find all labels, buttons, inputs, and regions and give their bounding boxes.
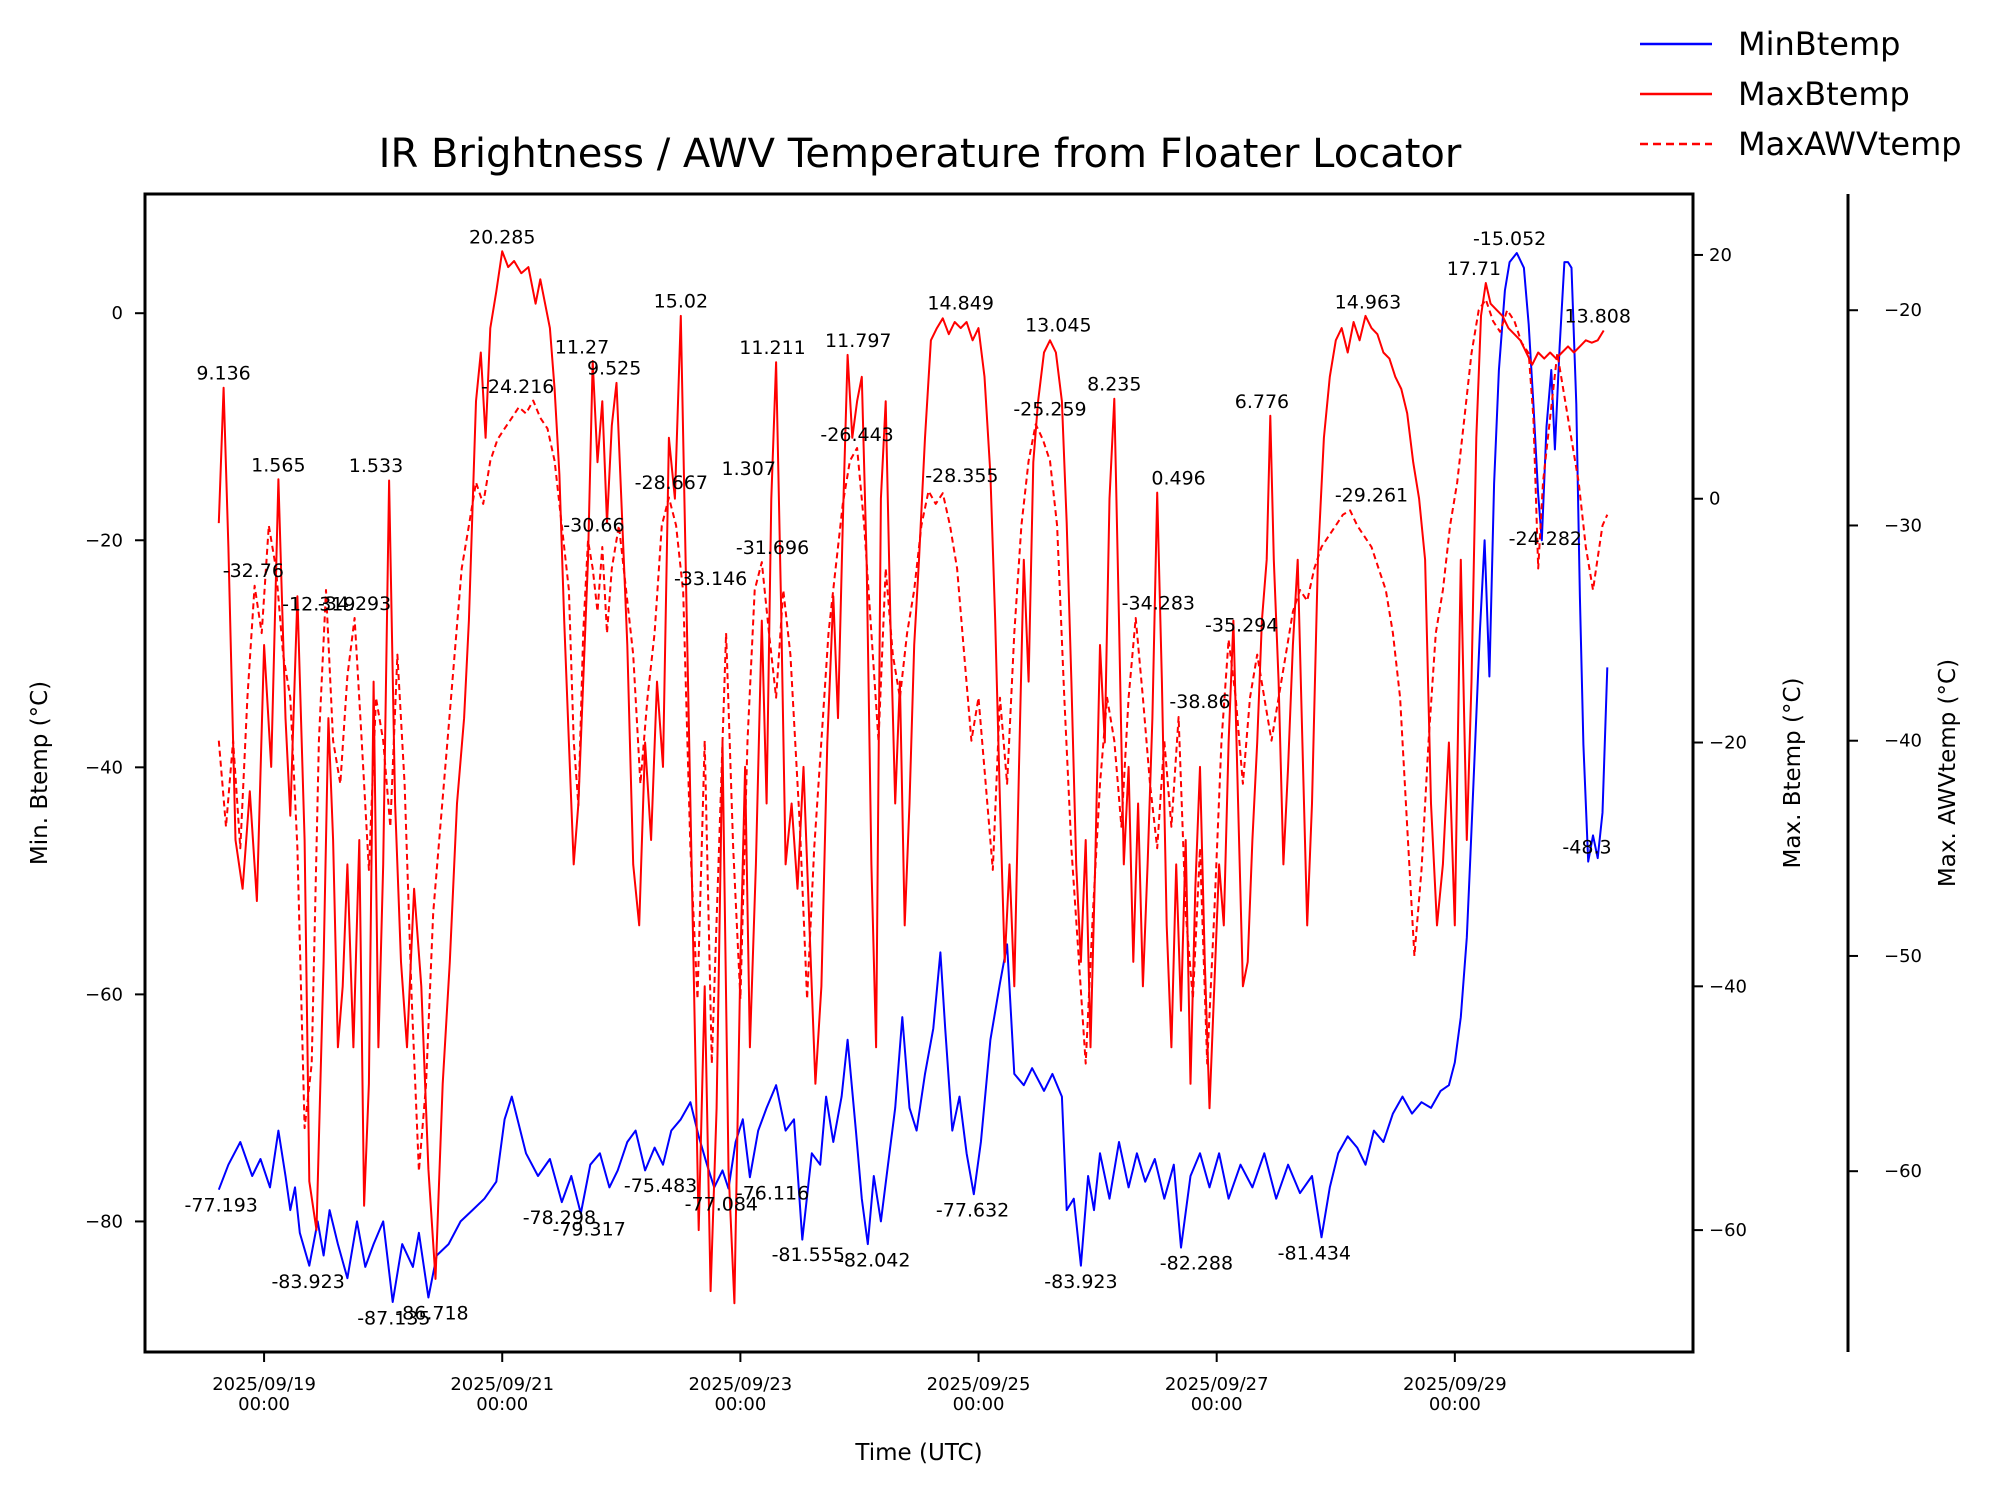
x-tick-label: 2025/09/19	[212, 1374, 316, 1395]
series-layer	[217, 250, 1609, 1305]
legend-label-maxbtemp: MaxBtemp	[1738, 75, 1910, 113]
data-label: -48.3	[1562, 837, 1611, 859]
legend-label-maxawvtemp: MaxAWVtemp	[1738, 125, 1962, 163]
data-label: 0.496	[1151, 468, 1205, 490]
data-label: -81.555	[772, 1244, 845, 1266]
data-label: -29.261	[1335, 485, 1408, 507]
legend-label-minbtemp: MinBtemp	[1738, 25, 1900, 63]
x-tick-label: 2025/09/25	[927, 1374, 1031, 1395]
x-tick-label-time: 00:00	[1191, 1394, 1243, 1415]
y-tick-label-right-maxbtemp: 0	[1709, 489, 1720, 510]
data-label: -34.283	[1122, 593, 1195, 615]
x-tick-label: 2025/09/29	[1403, 1374, 1507, 1395]
data-label: 13.808	[1564, 305, 1630, 327]
data-label: 11.27	[555, 336, 609, 358]
data-label: -83.923	[271, 1271, 344, 1293]
series-line-maxawvtemp	[217, 298, 1609, 1173]
data-label: -82.288	[1160, 1252, 1233, 1274]
x-tick-label: 2025/09/21	[450, 1374, 554, 1395]
data-label: -77.193	[185, 1195, 258, 1217]
data-label: 13.045	[1025, 315, 1091, 337]
data-label: -12.319	[282, 593, 355, 615]
data-label: -75.483	[624, 1175, 697, 1197]
y-tick-label-right-maxawvtemp: −50	[1884, 946, 1922, 967]
x-axis-label: Time (UTC)	[854, 1440, 982, 1466]
data-label: -78.298	[523, 1207, 596, 1229]
data-label: 9.136	[196, 362, 250, 384]
x-tick-label-time: 00:00	[714, 1394, 766, 1415]
x-tick-label: 2025/09/27	[1165, 1374, 1269, 1395]
data-label: -79.317	[552, 1219, 625, 1241]
y-tick-label-right-maxawvtemp: −30	[1884, 515, 1922, 536]
data-label: 15.02	[654, 291, 708, 313]
data-label: 8.235	[1087, 373, 1141, 395]
data-label: -77.632	[936, 1200, 1009, 1222]
y-tick-label-left: −80	[85, 1211, 123, 1232]
data-label: -28.667	[635, 472, 708, 494]
y-tick-label-right-maxbtemp: −60	[1709, 1220, 1747, 1241]
data-label: -31.696	[736, 537, 809, 559]
y-axis-label-right-maxawvtemp: Max. AWVtemp (°C)	[1935, 659, 1961, 887]
data-label: 6.776	[1235, 391, 1289, 413]
data-label: -24.216	[481, 376, 554, 398]
data-label: -24.282	[1509, 528, 1582, 550]
y-tick-label-right-maxawvtemp: −60	[1884, 1161, 1922, 1182]
y-axis-label-left: Min. Btemp (°C)	[27, 681, 53, 865]
data-label: 11.797	[825, 330, 891, 352]
x-tick-label-time: 00:00	[238, 1394, 290, 1415]
y-tick-label-right-maxawvtemp: −20	[1884, 300, 1922, 321]
data-label: -83.923	[1044, 1271, 1117, 1293]
series-line-minbtemp	[217, 252, 1609, 1303]
y-tick-label-left: −20	[85, 530, 123, 551]
data-label: 9.525	[587, 358, 641, 380]
x-tick-label-time: 00:00	[953, 1394, 1005, 1415]
data-label: -77.084	[685, 1193, 758, 1215]
x-tick-label-time: 00:00	[476, 1394, 528, 1415]
data-label: -86.718	[395, 1303, 468, 1325]
y-tick-label-left: −40	[85, 757, 123, 778]
x-tick-label-time: 00:00	[1429, 1394, 1481, 1415]
data-label: 1.565	[251, 455, 305, 477]
data-label: -35.294	[1205, 614, 1278, 636]
y-tick-label-left: 0	[112, 303, 123, 324]
plot-frame	[143, 192, 1695, 1354]
data-label: 1.307	[722, 458, 776, 480]
series-line-maxbtemp	[217, 250, 1605, 1305]
data-label: -15.052	[1473, 228, 1546, 250]
data-label: -26.443	[820, 424, 893, 446]
data-label: 11.211	[739, 337, 805, 359]
data-label: -28.355	[925, 465, 998, 487]
y-tick-label-right-maxbtemp: −40	[1709, 976, 1747, 997]
y-tick-label-right-maxbtemp: 20	[1709, 245, 1732, 266]
y-tick-label-right-maxawvtemp: −40	[1884, 731, 1922, 752]
data-label: -87.135	[357, 1307, 430, 1329]
x-tick-label: 2025/09/23	[689, 1374, 793, 1395]
data-label: 14.849	[927, 293, 993, 315]
y-tick-label-left: −60	[85, 984, 123, 1005]
data-label: -76.116	[736, 1182, 809, 1204]
y-tick-label-right-maxbtemp: −20	[1709, 733, 1747, 754]
data-label: -81.434	[1278, 1243, 1351, 1265]
data-label: -30.66	[563, 515, 624, 537]
data-label: -25.259	[1013, 398, 1086, 420]
data-label: -34.293	[318, 593, 391, 615]
data-label: 20.285	[469, 226, 535, 248]
chart-title: IR Brightness / AWV Temperature from Flo…	[379, 131, 1462, 177]
data-label: 1.533	[349, 455, 403, 477]
data-label: -82.042	[837, 1250, 910, 1272]
data-label: -38.86	[1169, 691, 1230, 713]
legend: MinBtemp MaxBtemp MaxAWVtemp	[1640, 25, 1962, 163]
data-label: 17.71	[1447, 258, 1501, 280]
data-label: -32.76	[223, 560, 284, 582]
data-label-layer: -77.193 -83.923 -87.135-86.718 -78.298-79.3…	[185, 226, 1631, 1329]
data-label: -33.146	[674, 568, 747, 590]
axes-layer: 2025/09/1900:002025/09/2100:002025/09/23…	[85, 245, 1922, 1415]
data-label: 14.963	[1335, 291, 1401, 313]
y-axis-label-right-maxbtemp: Max. Btemp (°C)	[1780, 678, 1806, 869]
